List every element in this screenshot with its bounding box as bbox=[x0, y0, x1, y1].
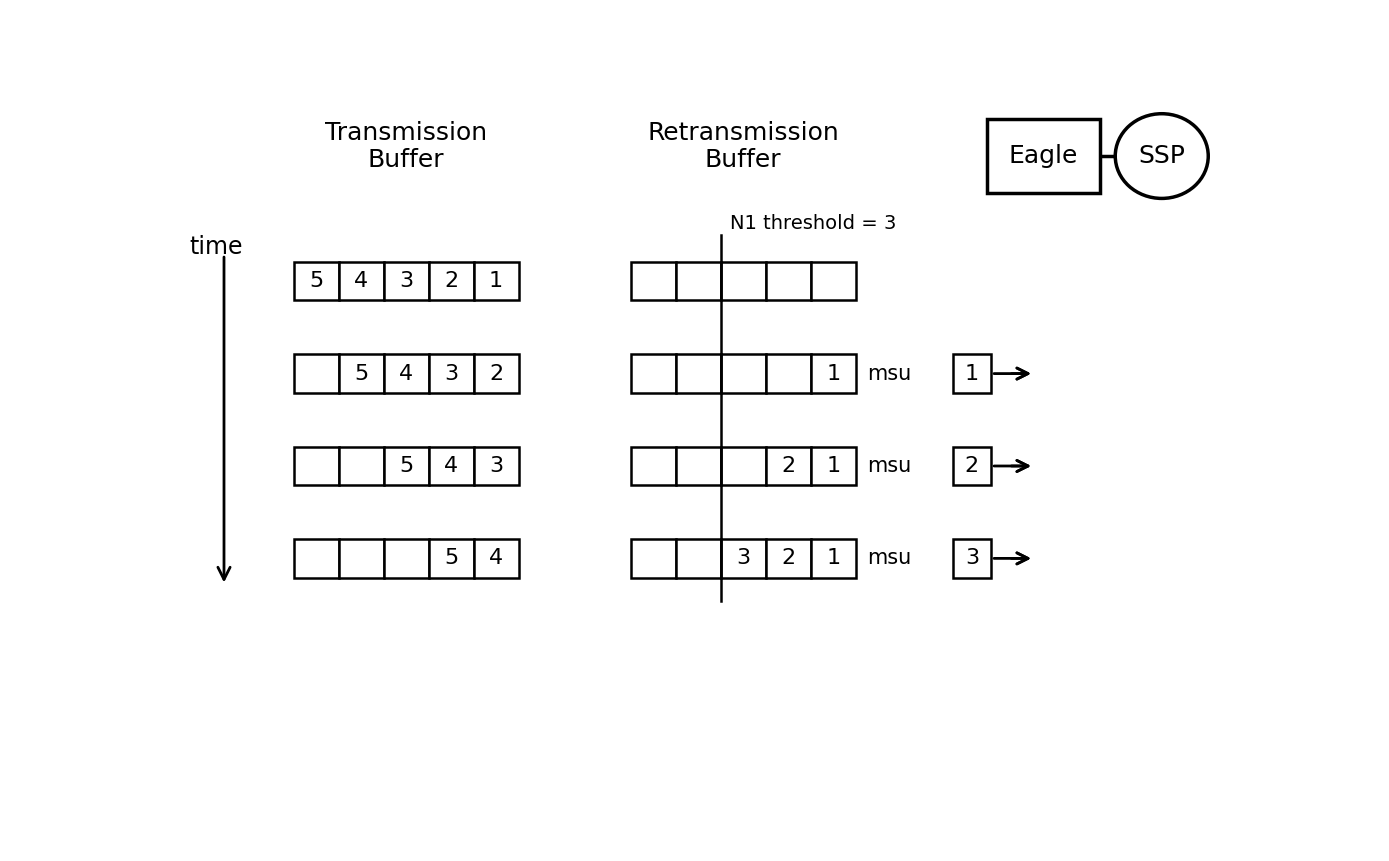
Bar bbox=[339, 262, 383, 300]
Text: 4: 4 bbox=[399, 363, 413, 384]
Bar bbox=[293, 262, 339, 300]
Bar bbox=[293, 355, 339, 393]
Bar bbox=[811, 539, 856, 578]
Bar bbox=[988, 120, 1100, 193]
Text: 1: 1 bbox=[826, 363, 840, 384]
Text: msu: msu bbox=[867, 363, 911, 384]
Bar bbox=[721, 355, 765, 393]
Bar bbox=[953, 355, 992, 393]
Bar bbox=[721, 262, 765, 300]
Bar bbox=[293, 447, 339, 486]
Bar bbox=[474, 355, 518, 393]
Bar bbox=[474, 539, 518, 578]
Bar bbox=[676, 355, 721, 393]
Bar bbox=[953, 539, 992, 578]
Text: 3: 3 bbox=[965, 548, 979, 568]
Text: 2: 2 bbox=[965, 456, 979, 476]
Bar bbox=[765, 262, 811, 300]
Text: 2: 2 bbox=[444, 271, 458, 291]
Text: 2: 2 bbox=[781, 456, 796, 476]
Bar bbox=[721, 447, 765, 486]
Bar bbox=[339, 447, 383, 486]
Text: 1: 1 bbox=[826, 548, 840, 568]
Ellipse shape bbox=[1115, 114, 1208, 198]
Bar bbox=[631, 262, 676, 300]
Text: 5: 5 bbox=[399, 456, 414, 476]
Bar bbox=[474, 447, 518, 486]
Text: Eagle: Eagle bbox=[1008, 144, 1078, 168]
Bar bbox=[765, 447, 811, 486]
Bar bbox=[953, 447, 992, 486]
Text: SSP: SSP bbox=[1139, 144, 1185, 168]
Text: msu: msu bbox=[867, 456, 911, 476]
Text: N1 threshold = 3: N1 threshold = 3 bbox=[731, 214, 896, 233]
Bar bbox=[765, 355, 811, 393]
Bar bbox=[429, 262, 474, 300]
Bar bbox=[811, 447, 856, 486]
Bar bbox=[429, 447, 474, 486]
Bar bbox=[765, 539, 811, 578]
Bar bbox=[339, 355, 383, 393]
Bar bbox=[339, 539, 383, 578]
Text: 5: 5 bbox=[354, 363, 368, 384]
Bar bbox=[631, 447, 676, 486]
Bar bbox=[631, 539, 676, 578]
Text: msu: msu bbox=[867, 548, 911, 568]
Bar bbox=[429, 539, 474, 578]
Text: 5: 5 bbox=[310, 271, 324, 291]
Text: 4: 4 bbox=[354, 271, 368, 291]
Text: 3: 3 bbox=[736, 548, 750, 568]
Bar bbox=[811, 262, 856, 300]
Bar bbox=[429, 355, 474, 393]
Text: Transmission
Buffer: Transmission Buffer bbox=[325, 121, 488, 172]
Bar bbox=[676, 539, 721, 578]
Bar bbox=[383, 355, 429, 393]
Bar bbox=[721, 539, 765, 578]
Text: Retransmission
Buffer: Retransmission Buffer bbox=[647, 121, 839, 172]
Text: 1: 1 bbox=[826, 456, 840, 476]
Text: 3: 3 bbox=[489, 456, 503, 476]
Bar bbox=[676, 262, 721, 300]
Bar bbox=[631, 355, 676, 393]
Bar bbox=[474, 262, 518, 300]
Text: 3: 3 bbox=[444, 363, 458, 384]
Text: 5: 5 bbox=[444, 548, 458, 568]
Text: 2: 2 bbox=[489, 363, 503, 384]
Bar bbox=[811, 355, 856, 393]
Text: 4: 4 bbox=[489, 548, 503, 568]
Text: 3: 3 bbox=[399, 271, 413, 291]
Text: 2: 2 bbox=[781, 548, 796, 568]
Bar bbox=[383, 447, 429, 486]
Bar bbox=[383, 262, 429, 300]
Bar bbox=[293, 539, 339, 578]
Text: 4: 4 bbox=[444, 456, 458, 476]
Text: 1: 1 bbox=[489, 271, 503, 291]
Text: 1: 1 bbox=[965, 363, 979, 384]
Bar bbox=[383, 539, 429, 578]
Text: time: time bbox=[189, 234, 243, 258]
Bar bbox=[676, 447, 721, 486]
